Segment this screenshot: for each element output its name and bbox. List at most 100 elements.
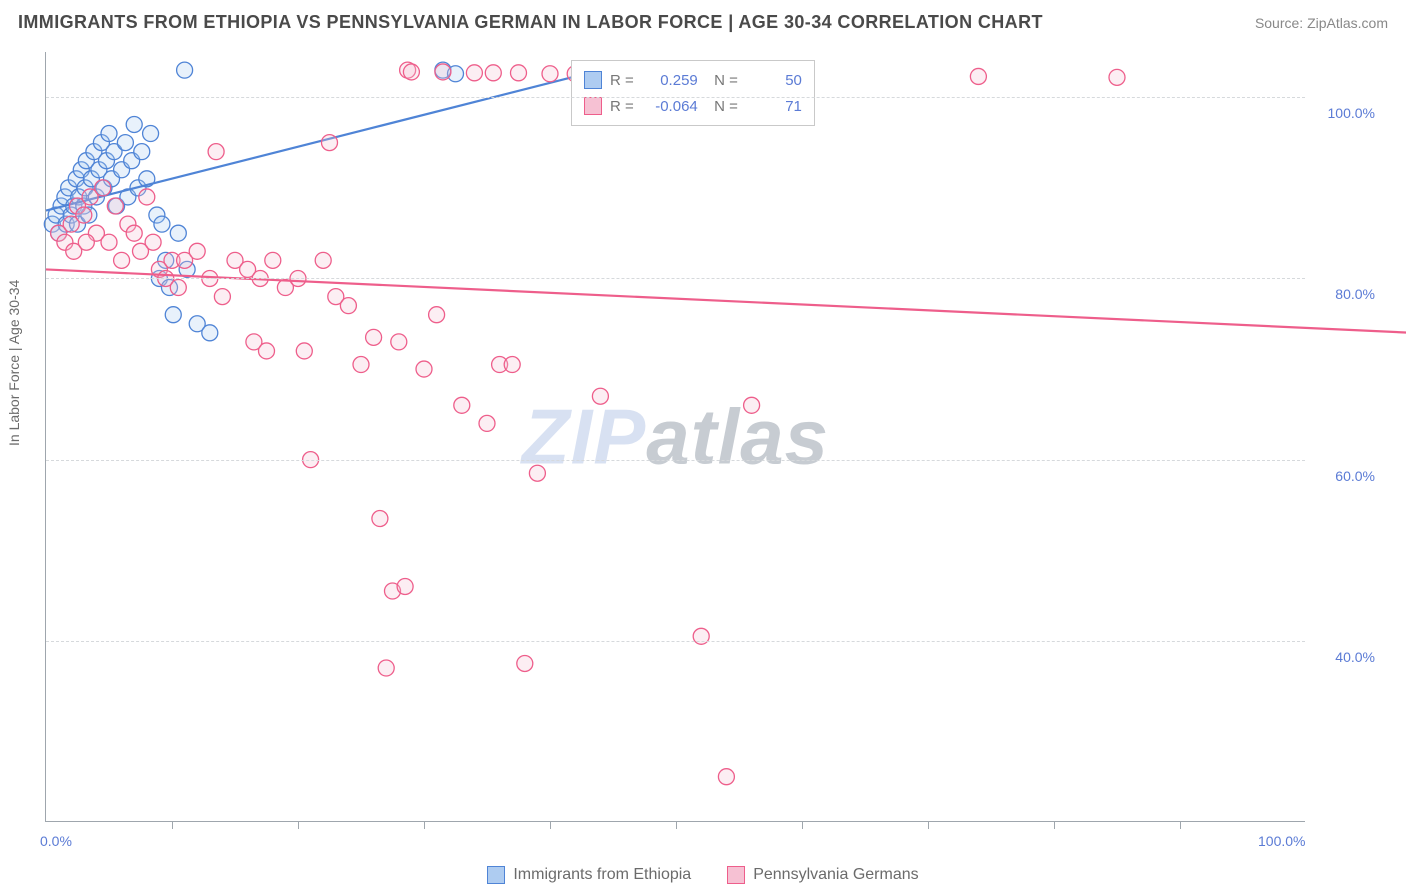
- source-attribution: Source: ZipAtlas.com: [1255, 15, 1388, 31]
- data-point: [95, 180, 111, 196]
- data-point: [479, 415, 495, 431]
- y-tick-label: 80.0%: [1335, 286, 1375, 302]
- legend-item-ethiopia: Immigrants from Ethiopia: [487, 866, 691, 884]
- data-point: [170, 225, 186, 241]
- data-point: [378, 660, 394, 676]
- series-legend: Immigrants from Ethiopia Pennsylvania Ge…: [0, 866, 1406, 884]
- n-value-pa-german: 71: [746, 98, 802, 115]
- grid-line: [46, 460, 1305, 461]
- data-point: [693, 628, 709, 644]
- data-point: [504, 357, 520, 373]
- data-point: [366, 329, 382, 345]
- x-tick: [1054, 821, 1055, 829]
- header: IMMIGRANTS FROM ETHIOPIA VS PENNSYLVANIA…: [18, 12, 1388, 33]
- data-point: [165, 307, 181, 323]
- y-tick-label: 40.0%: [1335, 649, 1375, 665]
- data-point: [101, 234, 117, 250]
- data-point: [114, 252, 130, 268]
- y-axis-title: In Labor Force | Age 30-34: [6, 280, 22, 446]
- data-point: [353, 357, 369, 373]
- plot-area: ZIPatlas R = 0.259 N = 50 R = -0.064 N =…: [45, 52, 1305, 822]
- r-value-ethiopia: 0.259: [642, 72, 698, 89]
- data-point: [117, 135, 133, 151]
- data-point: [397, 578, 413, 594]
- x-tick: [424, 821, 425, 829]
- data-point: [744, 397, 760, 413]
- data-point: [76, 207, 92, 223]
- r-label: R =: [610, 72, 634, 89]
- data-point: [126, 116, 142, 132]
- data-point: [435, 64, 451, 80]
- data-point: [214, 289, 230, 305]
- x-tick: [802, 821, 803, 829]
- data-point: [372, 511, 388, 527]
- x-tick-label: 0.0%: [40, 833, 72, 849]
- data-point: [145, 234, 161, 250]
- data-point: [970, 68, 986, 84]
- data-point: [134, 144, 150, 160]
- data-point: [517, 655, 533, 671]
- data-point: [322, 135, 338, 151]
- data-point: [208, 144, 224, 160]
- legend-item-pa-german: Pennsylvania Germans: [727, 866, 918, 884]
- data-point: [170, 280, 186, 296]
- data-point: [143, 126, 159, 142]
- source-prefix: Source:: [1255, 15, 1307, 31]
- data-point: [265, 252, 281, 268]
- grid-line: [46, 97, 1305, 98]
- swatch-pa-german: [584, 97, 602, 115]
- x-tick: [172, 821, 173, 829]
- data-point: [101, 126, 117, 142]
- legend-row-ethiopia: R = 0.259 N = 50: [584, 67, 802, 93]
- data-point: [529, 465, 545, 481]
- data-point: [391, 334, 407, 350]
- n-value-ethiopia: 50: [746, 72, 802, 89]
- r-label: R =: [610, 98, 634, 115]
- x-tick: [298, 821, 299, 829]
- data-point: [202, 325, 218, 341]
- data-point: [177, 62, 193, 78]
- x-tick-label: 100.0%: [1258, 833, 1305, 849]
- n-label: N =: [706, 98, 738, 115]
- data-point: [189, 243, 205, 259]
- x-tick: [550, 821, 551, 829]
- y-tick-label: 100.0%: [1328, 105, 1375, 121]
- x-tick: [1180, 821, 1181, 829]
- data-point: [340, 298, 356, 314]
- swatch-ethiopia-bottom: [487, 866, 505, 884]
- data-point: [315, 252, 331, 268]
- swatch-pa-german-bottom: [727, 866, 745, 884]
- grid-line: [46, 278, 1305, 279]
- data-point: [126, 225, 142, 241]
- data-point: [429, 307, 445, 323]
- data-point: [592, 388, 608, 404]
- data-point: [485, 65, 501, 81]
- chart-title: IMMIGRANTS FROM ETHIOPIA VS PENNSYLVANIA…: [18, 12, 1043, 33]
- y-tick-label: 60.0%: [1335, 468, 1375, 484]
- data-point: [403, 64, 419, 80]
- swatch-ethiopia: [584, 71, 602, 89]
- correlation-legend: R = 0.259 N = 50 R = -0.064 N = 71: [571, 60, 815, 126]
- scatter-svg: [46, 52, 1305, 821]
- data-point: [78, 234, 94, 250]
- data-point: [154, 216, 170, 232]
- data-point: [296, 343, 312, 359]
- data-point: [1109, 69, 1125, 85]
- data-point: [511, 65, 527, 81]
- legend-label-pa-german: Pennsylvania Germans: [753, 866, 918, 884]
- data-point: [542, 66, 558, 82]
- legend-label-ethiopia: Immigrants from Ethiopia: [513, 866, 691, 884]
- data-point: [466, 65, 482, 81]
- r-value-pa-german: -0.064: [642, 98, 698, 115]
- n-label: N =: [706, 72, 738, 89]
- data-point: [107, 198, 123, 214]
- data-point: [259, 343, 275, 359]
- source-link[interactable]: ZipAtlas.com: [1307, 15, 1388, 31]
- data-point: [416, 361, 432, 377]
- x-tick: [928, 821, 929, 829]
- data-point: [454, 397, 470, 413]
- grid-line: [46, 641, 1305, 642]
- data-point: [718, 769, 734, 785]
- x-tick: [676, 821, 677, 829]
- data-point: [139, 189, 155, 205]
